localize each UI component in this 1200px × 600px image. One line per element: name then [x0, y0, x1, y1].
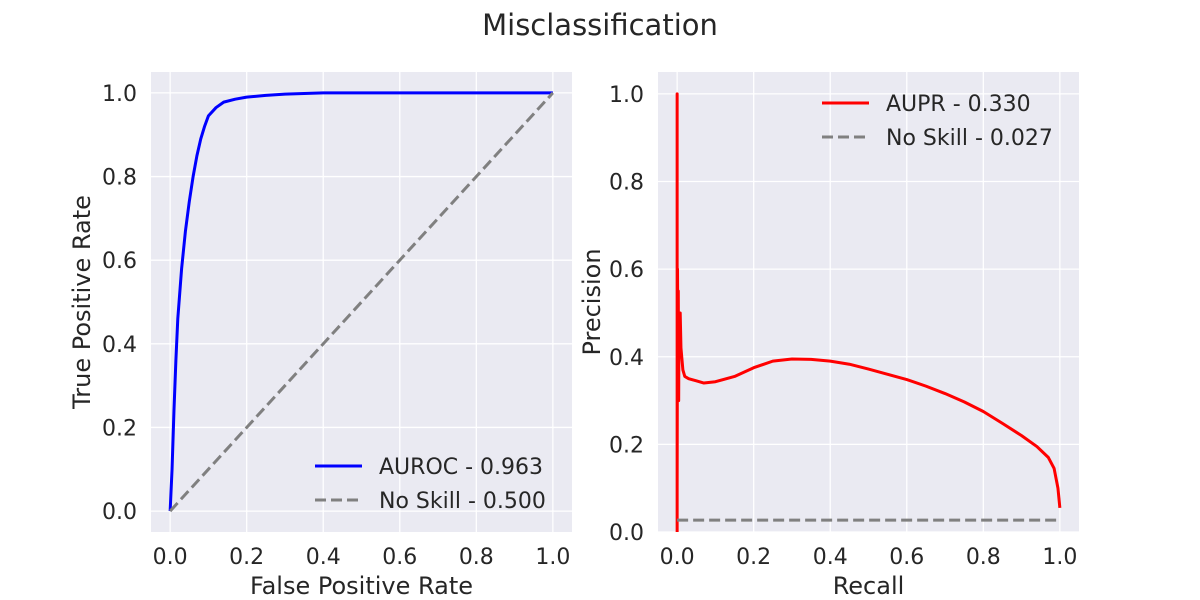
pr-y-tick-label: 1.0 [609, 83, 644, 108]
pr-y-tick-label: 0.2 [609, 433, 644, 458]
roc-plot-area [151, 72, 572, 532]
roc-y-tick-label: 1.0 [102, 82, 137, 107]
roc-series-curve-line [168, 91, 553, 512]
pr-x-tick-label: 1.0 [1042, 545, 1077, 570]
pr-x-tick-label: 0.2 [736, 545, 771, 570]
pr-series-curve-line [675, 92, 1062, 532]
roc-y-tick-label: 0.2 [102, 416, 137, 441]
roc-y-axis-label: True Positive Rate [68, 195, 96, 410]
pr-x-tick-label: 0.6 [889, 545, 924, 570]
roc-legend-label: AUROC - 0.963 [379, 455, 543, 480]
roc-y-tick-label: 0.8 [102, 166, 137, 191]
roc-x-tick-label: 0.4 [306, 545, 341, 570]
roc-x-tick-label: 0.0 [153, 545, 188, 570]
roc-legend-label: No Skill - 0.500 [379, 489, 546, 514]
roc-chart: 0.0 0.2 0.4 0.6 0.8 1.0 0.0 0.2 0.4 0.6 0.8 1.0 Fals… [68, 72, 572, 600]
pr-chart: 0.0 0.2 0.4 0.6 0.8 1.0 0.0 0.2 0.4 0.6 0.8 1.0 Reca… [578, 72, 1079, 600]
roc-series-no-skill-line [169, 91, 554, 513]
pr-x-tick-label: 0.0 [660, 545, 695, 570]
roc-x-axis-label: False Positive Rate [250, 572, 473, 600]
roc-y-tick-label: 0.0 [102, 500, 137, 525]
roc-x-tick-label: 0.6 [382, 545, 417, 570]
pr-plot-area [658, 72, 1079, 532]
pr-legend-label: No Skill - 0.027 [886, 126, 1053, 151]
pr-x-tick-label: 0.4 [813, 545, 848, 570]
pr-y-tick-label: 0.4 [609, 346, 644, 371]
roc-x-tick-label: 1.0 [535, 545, 570, 570]
roc-y-tick-label: 0.4 [102, 333, 137, 358]
pr-y-tick-label: 0.0 [609, 521, 644, 546]
pr-y-axis-label: Precision [578, 248, 606, 355]
pr-legend-label: AUPR - 0.330 [886, 92, 1031, 117]
figure-title: Misclassification [482, 8, 718, 42]
pr-y-tick-label: 0.8 [609, 171, 644, 196]
roc-x-tick-label: 0.2 [229, 545, 264, 570]
roc-y-tick-label: 0.6 [102, 249, 137, 274]
pr-x-axis-label: Recall [833, 572, 905, 600]
roc-x-tick-label: 0.8 [459, 545, 494, 570]
pr-x-tick-label: 0.8 [966, 545, 1001, 570]
pr-y-tick-label: 0.6 [609, 258, 644, 283]
